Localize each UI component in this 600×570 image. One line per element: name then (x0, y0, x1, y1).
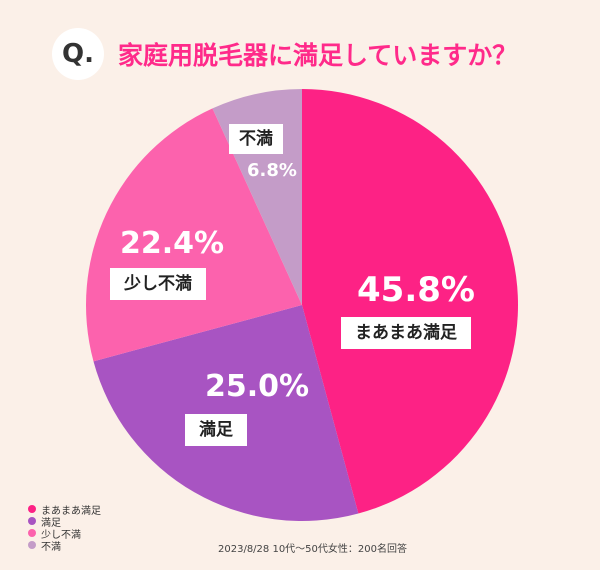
slice-label-manzoku: 満足 (185, 414, 247, 446)
legend-item: 少し不満 (28, 527, 101, 541)
pct-label-mamaa: 45.8% (357, 270, 475, 310)
legend: まあまあ満足 満足 少し不満 不満 (28, 503, 101, 553)
pct-label-manzoku: 25.0% (205, 369, 310, 404)
slice-label-fuman: 不満 (229, 124, 283, 154)
pct-label-sukoshifuman: 22.4% (120, 226, 225, 261)
pct-label-fuman: 6.8% (247, 160, 297, 181)
slice-label-sukoshifuman: 少し不満 (110, 268, 206, 300)
legend-item: 不満 (28, 539, 101, 553)
legend-text: 満足 (41, 517, 61, 529)
legend-item: 満足 (28, 515, 101, 529)
footnote: 2023/8/28 10代〜50代女性：200名回答 (218, 544, 407, 555)
legend-item: まあまあ満足 (28, 503, 101, 517)
legend-text: まあまあ満足 (41, 505, 101, 517)
pie-slice-0 (302, 89, 519, 514)
question-mark: Q. (62, 39, 94, 69)
chart-title: 家庭用脱毛器に満足していますか？ (118, 41, 518, 70)
legend-text: 少し不満 (41, 529, 81, 541)
legend-dot (28, 505, 36, 513)
legend-text: 不満 (41, 541, 61, 553)
legend-dot (28, 541, 36, 549)
slice-label-mamaa: まあまあ満足 (341, 317, 471, 349)
legend-dot (28, 529, 36, 537)
question-badge: Q. (52, 28, 104, 80)
pie-slice-1 (93, 305, 359, 522)
legend-dot (28, 517, 36, 525)
